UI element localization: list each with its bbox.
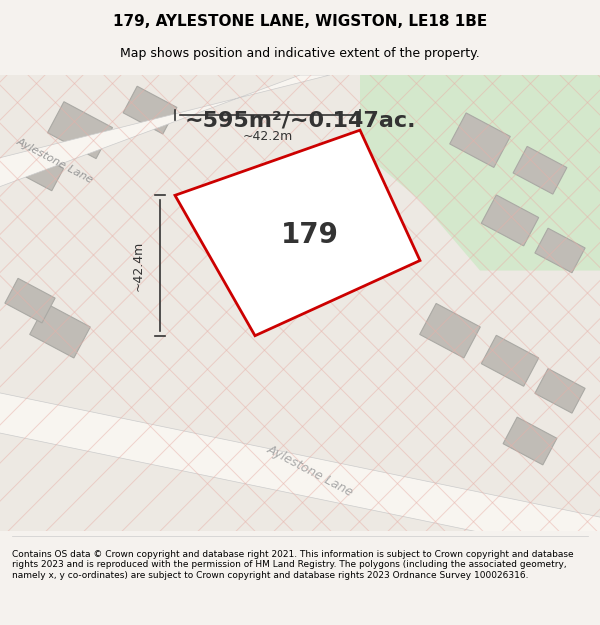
Bar bbox=[5, 278, 55, 323]
Text: 179, AYLESTONE LANE, WIGSTON, LE18 1BE: 179, AYLESTONE LANE, WIGSTON, LE18 1BE bbox=[113, 14, 487, 29]
Text: ~595m²/~0.147ac.: ~595m²/~0.147ac. bbox=[184, 110, 416, 130]
Polygon shape bbox=[175, 130, 420, 336]
Text: Contains OS data © Crown copyright and database right 2021. This information is : Contains OS data © Crown copyright and d… bbox=[12, 550, 574, 580]
Bar bbox=[123, 86, 177, 134]
Bar bbox=[481, 336, 539, 386]
Bar bbox=[481, 195, 539, 246]
Bar bbox=[503, 417, 557, 465]
Bar bbox=[30, 303, 90, 358]
Polygon shape bbox=[0, 75, 330, 191]
Bar bbox=[47, 102, 112, 159]
Bar bbox=[513, 146, 567, 194]
Text: Aylestone Lane: Aylestone Lane bbox=[15, 136, 95, 185]
Text: ~42.2m: ~42.2m bbox=[242, 130, 293, 143]
Text: Map shows position and indicative extent of the property.: Map shows position and indicative extent… bbox=[120, 48, 480, 61]
Polygon shape bbox=[0, 391, 600, 561]
Bar bbox=[16, 150, 64, 191]
Polygon shape bbox=[360, 75, 600, 271]
Text: Aylestone Lane: Aylestone Lane bbox=[265, 442, 355, 499]
Bar bbox=[450, 113, 510, 168]
Bar bbox=[535, 369, 585, 413]
Bar bbox=[535, 228, 585, 272]
Text: 179: 179 bbox=[281, 221, 339, 249]
Text: ~42.4m: ~42.4m bbox=[132, 241, 145, 291]
Bar bbox=[420, 303, 480, 358]
